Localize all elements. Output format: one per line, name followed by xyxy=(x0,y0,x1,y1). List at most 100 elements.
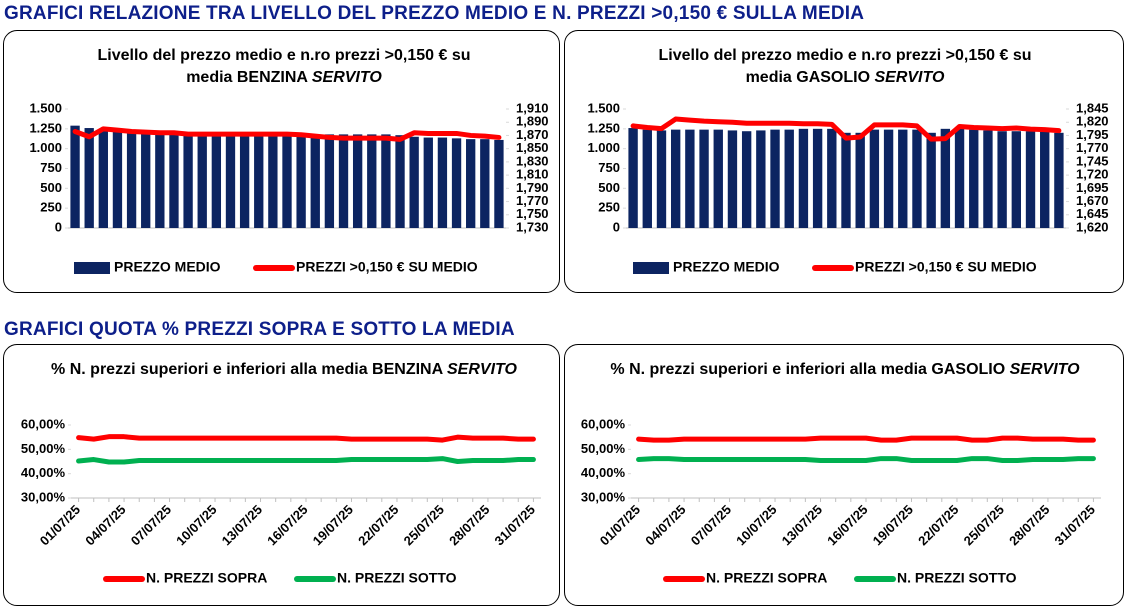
bar xyxy=(480,139,490,228)
bar xyxy=(841,132,851,228)
bar xyxy=(197,135,207,228)
section-heading: GRAFICI QUOTA % PREZZI SOPRA E SOTTO LA … xyxy=(4,319,515,340)
bar xyxy=(883,129,894,228)
subtitle: SERVITO xyxy=(447,361,517,378)
bar xyxy=(367,134,377,228)
bar xyxy=(352,134,363,228)
y2-tick-label: 1,770 xyxy=(1076,140,1109,155)
legend-label: N. PREZZI SOTTO xyxy=(897,570,1017,586)
bar xyxy=(451,138,462,228)
x-tick-label: 19/07/25 xyxy=(310,502,356,548)
y-tick-label: 750 xyxy=(598,160,620,175)
bar xyxy=(912,129,922,228)
x-tick-label: 16/07/25 xyxy=(264,502,310,548)
y-tick-label: 40,00% xyxy=(21,465,66,480)
bar xyxy=(812,128,823,228)
legend-swatch xyxy=(74,262,110,274)
y2-tick-label: 1,820 xyxy=(1076,114,1109,129)
bar xyxy=(381,134,391,228)
y2-tick-label: 1,730 xyxy=(516,219,549,234)
y2-tick-label: 1,670 xyxy=(1076,193,1109,208)
bar xyxy=(112,130,123,228)
bar xyxy=(310,135,320,228)
bar xyxy=(1054,132,1064,228)
y2-tick-label: 1,845 xyxy=(1076,100,1109,115)
x-tick-label: 04/07/25 xyxy=(82,502,128,548)
x-tick-label: 25/07/25 xyxy=(401,502,447,548)
x-tick-label: 16/07/25 xyxy=(824,502,870,548)
y2-tick-label: 1,810 xyxy=(516,167,549,182)
x-tick-label: 13/07/25 xyxy=(219,502,265,548)
y-tick-label: 50,00% xyxy=(21,441,66,456)
y-tick-label: 500 xyxy=(598,180,620,195)
bar xyxy=(997,131,1007,228)
bar xyxy=(855,132,865,228)
chart-title: Livello del prezzo medio e n.ro prezzi >… xyxy=(635,45,1055,89)
x-tick-label: 25/07/25 xyxy=(961,502,1007,548)
y-tick-label: 1.500 xyxy=(29,100,62,115)
bar xyxy=(282,135,292,228)
bar xyxy=(466,139,476,228)
subtitle: SERVITO xyxy=(311,69,382,86)
bar xyxy=(494,139,504,228)
bar xyxy=(983,130,993,228)
chart-panel: Livello del prezzo medio e n.ro prezzi >… xyxy=(564,30,1124,293)
y-tick-label: 60,00% xyxy=(21,416,66,431)
title: % N. prezzi superiori e inferiori alla m… xyxy=(610,361,1006,378)
y2-tick-label: 1,830 xyxy=(516,153,549,168)
y-tick-label: 250 xyxy=(40,200,62,215)
line-series xyxy=(76,456,536,465)
legend-label: N. PREZZI SOTTO xyxy=(337,570,457,586)
bar xyxy=(225,135,236,228)
bar xyxy=(670,129,681,228)
subtitle: SERVITO xyxy=(1009,361,1080,378)
subtitle: SERVITO xyxy=(874,69,945,86)
bar xyxy=(642,129,652,228)
y2-tick-label: 1,720 xyxy=(1076,167,1109,182)
y2-tick-label: 1,890 xyxy=(516,114,549,129)
bar xyxy=(268,135,278,228)
legend-label: N. PREZZI SOPRA xyxy=(146,570,267,586)
bar xyxy=(713,129,723,228)
bar xyxy=(211,135,222,228)
bar xyxy=(84,128,94,228)
bar xyxy=(699,129,709,228)
y2-tick-label: 1,620 xyxy=(1076,219,1109,234)
y-tick-label: 30,00% xyxy=(21,489,66,504)
y2-tick-label: 1,750 xyxy=(516,206,549,221)
y-tick-label: 40,00% xyxy=(581,465,626,480)
legend-label: PREZZO MEDIO xyxy=(673,259,780,275)
chart-panel: % N. prezzi superiori e inferiori alla m… xyxy=(3,344,560,606)
chart: 30,00% 40,00% 50,00% 60,00% 01/07/25 04/07/25… xyxy=(581,416,1101,586)
bar xyxy=(770,129,780,228)
chart-title: Livello del prezzo medio e n.ro prezzi >… xyxy=(74,45,494,89)
y2-tick-label: 1,645 xyxy=(1076,206,1109,221)
x-tick-label: 31/07/25 xyxy=(1052,502,1098,548)
x-tick-label: 10/07/25 xyxy=(173,502,219,548)
bar xyxy=(70,125,80,228)
bar xyxy=(98,131,108,228)
bar xyxy=(126,132,137,228)
bar xyxy=(155,133,165,228)
y-tick-label: 500 xyxy=(40,180,62,195)
y-tick-label: 0 xyxy=(613,219,620,234)
bar xyxy=(656,130,667,228)
bar xyxy=(437,137,448,228)
line-series xyxy=(72,126,502,142)
bar xyxy=(741,131,752,228)
y2-tick-label: 1,770 xyxy=(516,193,549,208)
bar xyxy=(685,129,695,228)
bar xyxy=(784,129,794,228)
x-tick-label: 13/07/25 xyxy=(779,502,825,548)
y-tick-label: 0 xyxy=(55,219,62,234)
y-tick-label: 1.500 xyxy=(587,100,620,115)
y2-tick-label: 1,795 xyxy=(1076,127,1109,142)
legend-label: PREZZI >0,150 € SU MEDIO xyxy=(296,259,478,275)
y-tick-label: 1.000 xyxy=(29,140,62,155)
chart: 30,00% 40,00% 50,00% 60,00% 01/07/25 04/07/25… xyxy=(21,416,541,586)
bar xyxy=(1011,131,1022,228)
line-series xyxy=(630,116,1062,142)
chart-panel: Livello del prezzo medio e n.ro prezzi >… xyxy=(3,30,560,293)
x-tick-label: 28/07/25 xyxy=(1006,502,1052,548)
